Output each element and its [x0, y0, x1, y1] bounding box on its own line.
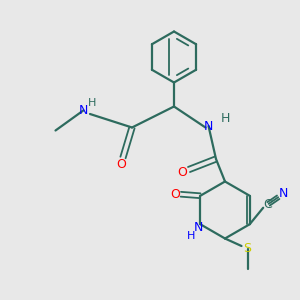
Text: H: H	[187, 231, 195, 241]
Text: N: N	[79, 104, 88, 117]
Text: C: C	[263, 198, 272, 211]
Text: H: H	[220, 112, 230, 125]
Text: N: N	[194, 221, 203, 234]
Text: S: S	[244, 242, 251, 256]
Text: O: O	[170, 188, 180, 201]
Text: H: H	[88, 98, 97, 108]
Text: N: N	[204, 119, 213, 133]
Text: O: O	[117, 158, 126, 171]
Text: O: O	[178, 166, 187, 179]
Text: N: N	[279, 187, 288, 200]
